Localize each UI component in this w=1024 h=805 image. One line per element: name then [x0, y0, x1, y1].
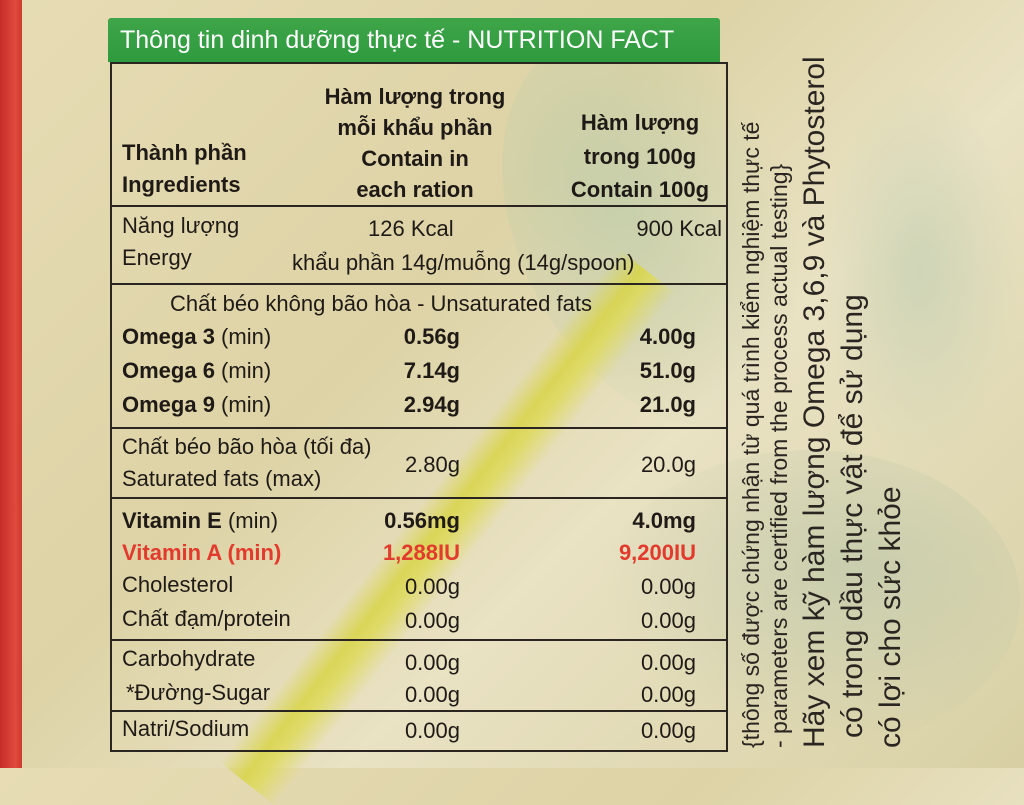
omega-qualifier: (min) [214, 358, 272, 383]
omega-label: Omega 9 [122, 392, 215, 417]
omega-per-100g: 4.00g [639, 324, 696, 349]
energy-per-100g: 900 Kcal [636, 216, 722, 241]
nutrient-per-ration: 0.00g [404, 608, 460, 633]
vitamin-per-100g: 9,200IU [618, 540, 696, 565]
side-note: {thông số được chứng nhận từ quá trình k… [738, 0, 1024, 768]
saturated-per-ration: 2.80g [404, 452, 460, 477]
vitamin-qualifier: (min) [221, 508, 279, 533]
energy-label: Energy [122, 245, 192, 270]
certification-note: - parameters are certified from the proc… [766, 163, 792, 748]
serving-note: khẩu phần 14g/muỗng (14g/spoon) [292, 250, 635, 275]
omega-label: Omega 3 [122, 324, 215, 349]
nutrient-label: Carbohydrate [122, 646, 256, 671]
table-divider [110, 710, 728, 712]
omega-label: Omega 6 [122, 358, 215, 383]
nutrient-per-100g: 0.00g [640, 650, 696, 675]
table-divider [110, 427, 728, 429]
table-divider [110, 639, 728, 641]
table-divider [110, 283, 728, 285]
saturated-label: Chất béo bão hòa (tối đa) [122, 434, 372, 459]
column-header-ingredient: Thành phần [122, 140, 247, 165]
omega-per-ration: 2.94g [403, 392, 460, 417]
label-red-edge [0, 0, 22, 768]
nutrition-fact-header: Thông tin dinh dưỡng thực tế - NUTRITION… [108, 18, 720, 62]
certification-note: {thông số được chứng nhận từ quá trình k… [738, 121, 764, 748]
nutrient-label: Natri/Sodium [122, 716, 250, 741]
nutrient-label: *Đường-Sugar [126, 680, 271, 705]
energy-label: Năng lượng [122, 213, 240, 238]
health-advice: có trong dầu thực vật để sử dụng [836, 294, 869, 738]
vitamin-per-100g: 4.0mg [632, 508, 696, 533]
vitamin-per-ration: 1,288IU [382, 540, 460, 565]
nutrient-per-ration: 0.00g [404, 574, 460, 599]
column-header-per-ration: each ration [356, 177, 474, 202]
table-divider [110, 205, 728, 207]
column-header-ingredient: Ingredients [122, 172, 241, 197]
nutrient-per-ration: 0.00g [404, 682, 460, 707]
column-header-per-ration: mỗi khẩu phần [337, 115, 493, 140]
nutrient-per-ration: 0.00g [404, 650, 460, 675]
background-leaf [600, 450, 1020, 750]
nutrient-per-100g: 0.00g [640, 608, 696, 633]
background-leaf [820, 80, 1020, 460]
omega-per-ration: 0.56g [403, 324, 460, 349]
nutrient-per-ration: 0.00g [404, 718, 460, 743]
health-advice: có lợi cho sức khỏe [874, 486, 907, 748]
omega-qualifier: (min) [214, 392, 272, 417]
health-advice: Hãy xem kỹ hàm lượng Omega 3,6,9 và Phyt… [798, 56, 831, 748]
omega-per-ration: 7.14g [403, 358, 460, 383]
column-header-per-100g: trong 100g [583, 144, 697, 169]
energy-per-ration: 126 Kcal [368, 216, 454, 241]
vitamin-label: Vitamin A (min) [122, 540, 282, 565]
vitamin-per-ration: 0.56mg [384, 508, 460, 533]
table-divider [110, 497, 728, 499]
saturated-label: Saturated fats (max) [122, 466, 322, 491]
column-header-per-100g: Contain 100g [570, 177, 710, 202]
nutrient-per-100g: 0.00g [640, 718, 696, 743]
unsaturated-heading: Chất béo không bão hòa - Unsaturated fat… [170, 291, 592, 316]
omega-per-100g: 21.0g [639, 392, 696, 417]
omega-qualifier: (min) [214, 324, 272, 349]
nutrient-label: Chất đạm/protein [122, 606, 291, 631]
nutrition-table [110, 62, 728, 752]
nutrient-per-100g: 0.00g [640, 682, 696, 707]
column-header-per-ration: Contain in [361, 146, 469, 171]
nutrient-label: Cholesterol [122, 572, 234, 597]
omega-per-100g: 51.0g [639, 358, 696, 383]
column-header-per-ration: Hàm lượng trong [324, 84, 506, 109]
nutrient-per-100g: 0.00g [640, 574, 696, 599]
column-header-per-100g: Hàm lượng [580, 110, 700, 135]
vitamin-label: Vitamin E [122, 508, 222, 533]
saturated-per-100g: 20.0g [640, 452, 696, 477]
